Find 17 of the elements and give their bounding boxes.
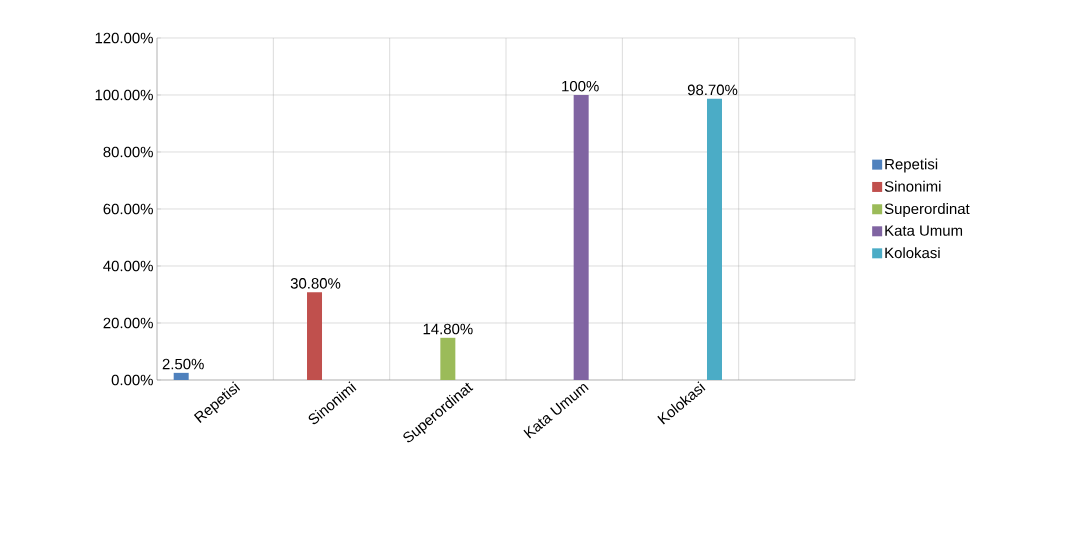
legend-label: Sinonimi: [884, 180, 941, 192]
legend-label: Kata Umum: [885, 225, 963, 236]
data-label: 98.70%: [687, 84, 738, 96]
legend-label: Repetisi: [885, 158, 938, 173]
data-label: 100%: [562, 80, 599, 92]
y-tick-label: 0.00%: [111, 374, 153, 386]
legend-label: Kolokasi: [885, 247, 940, 259]
y-tick-label: 100.00%: [95, 89, 153, 101]
data-label: 2.50%: [162, 358, 204, 370]
data-label: 30.80%: [290, 278, 341, 289]
data-label: 14.80%: [423, 323, 473, 335]
y-tick-label: 80.00%: [103, 146, 153, 158]
y-tick-label: 20.00%: [103, 317, 153, 329]
legend-label: Superordinat: [884, 203, 970, 218]
y-tick-label: 60.00%: [103, 203, 153, 215]
y-tick-label: 120.00%: [95, 32, 153, 44]
y-tick-label: 40.00%: [103, 260, 153, 272]
